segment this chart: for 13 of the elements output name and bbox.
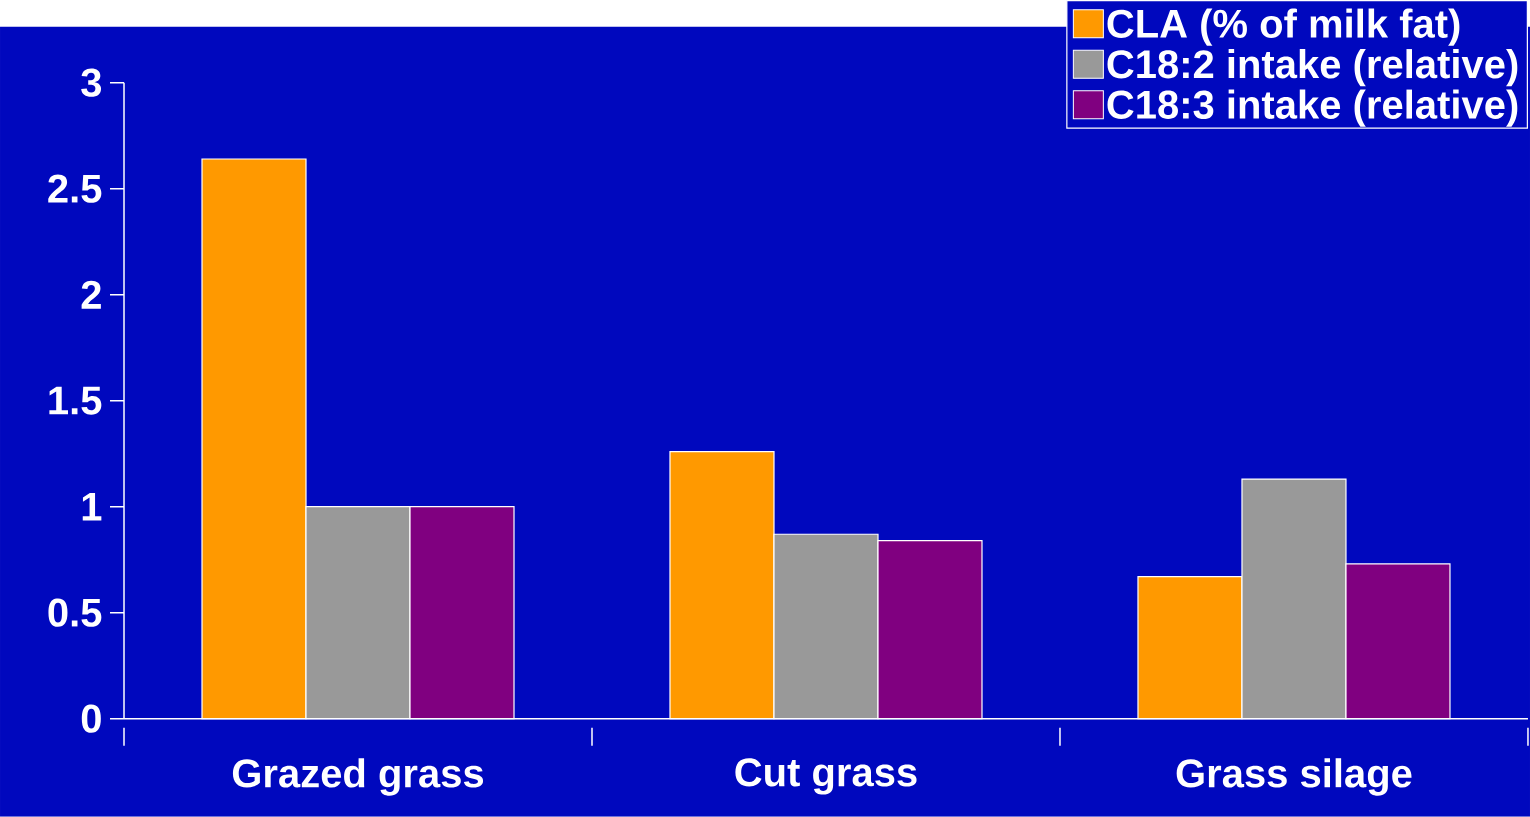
y-tick-label: 2 xyxy=(81,280,101,309)
legend-label: C18:3 intake (relative) xyxy=(1107,89,1518,127)
y-tick-label: 0.5 xyxy=(48,598,102,627)
x-tick-label: Grass silage xyxy=(1176,758,1412,796)
legend-label: C18:2 intake (relative) xyxy=(1107,49,1518,87)
x-tick-label: Cut grass xyxy=(735,758,917,795)
x-tick-label: Grazed grass xyxy=(232,758,484,796)
y-tick-label: 1.5 xyxy=(49,386,102,415)
y-tick-label: 0 xyxy=(81,704,101,733)
legend-label: CLA (% of milk fat) xyxy=(1107,8,1460,47)
y-tick-label: 1 xyxy=(82,493,102,521)
y-tick-label: 3 xyxy=(81,68,102,98)
y-tick-label: 2.5 xyxy=(48,174,102,203)
